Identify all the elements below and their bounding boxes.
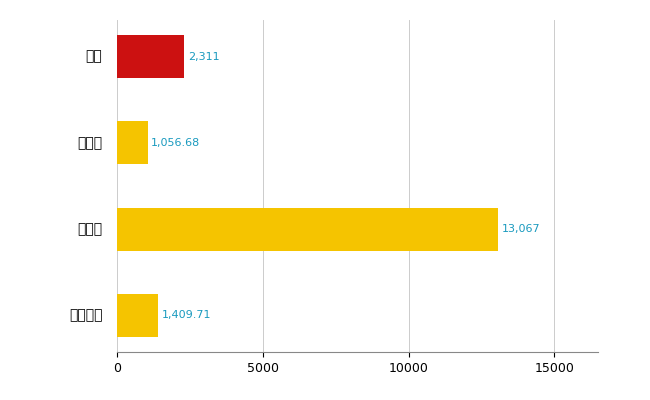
Text: 県最大: 県最大 bbox=[77, 222, 103, 236]
Text: 2,311: 2,311 bbox=[188, 52, 220, 62]
Text: 県平均: 県平均 bbox=[77, 136, 103, 150]
Text: 1,409.71: 1,409.71 bbox=[162, 310, 211, 320]
Bar bbox=[117, 35, 185, 78]
Bar bbox=[117, 208, 498, 251]
Bar bbox=[117, 121, 148, 164]
Bar bbox=[117, 294, 158, 337]
Text: 1,056.68: 1,056.68 bbox=[151, 138, 201, 148]
Text: 泉区: 泉区 bbox=[86, 50, 103, 64]
Text: 全国平均: 全国平均 bbox=[69, 308, 103, 322]
Text: 13,067: 13,067 bbox=[501, 224, 540, 234]
